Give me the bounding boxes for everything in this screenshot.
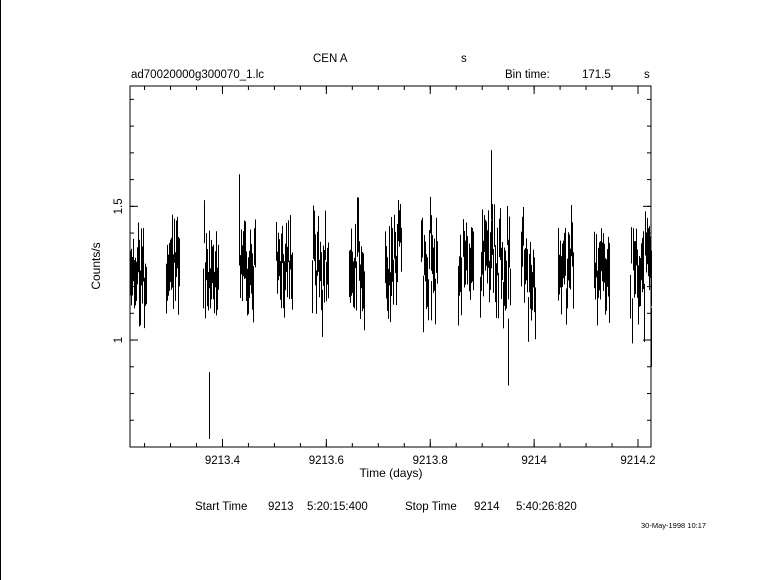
object-name: CEN A (313, 53, 348, 65)
stop-day: 9214 (474, 501, 500, 513)
file-name: ad70020000g300070_1.lc (131, 69, 265, 81)
header-unit: s (461, 53, 467, 65)
window-left-border (0, 0, 1, 580)
data-series (130, 150, 652, 439)
start-time-value: 5:20:15:400 (307, 501, 368, 513)
x-tick-label: 9213.4 (205, 455, 241, 467)
bin-time-unit: s (644, 69, 650, 81)
y-tick-label: 1.5 (113, 198, 125, 214)
y-axis-label: Counts/s (89, 242, 103, 289)
plot-timestamp: 30-May-1998 10:17 (641, 521, 707, 530)
tick-labels: 9213.4 9213.6 9213.8 9214 9214.2 1 1.5 (113, 198, 656, 467)
start-day: 9213 (268, 501, 294, 513)
stop-time-value: 5:40:26:820 (516, 501, 577, 513)
stop-time-label: Stop Time (405, 501, 457, 513)
bin-time-value: 171.5 (582, 69, 611, 81)
y-tick-label: 1 (113, 337, 125, 343)
x-tick-label: 9213.6 (309, 455, 344, 467)
start-time-label: Start Time (195, 501, 248, 513)
x-axis-label: Time (days) (360, 466, 423, 480)
bin-time-label: Bin time: (505, 69, 550, 81)
x-tick-label: 9213.8 (413, 455, 448, 467)
x-tick-label: 9214.2 (620, 455, 655, 467)
x-tick-label: 9214 (521, 455, 547, 467)
